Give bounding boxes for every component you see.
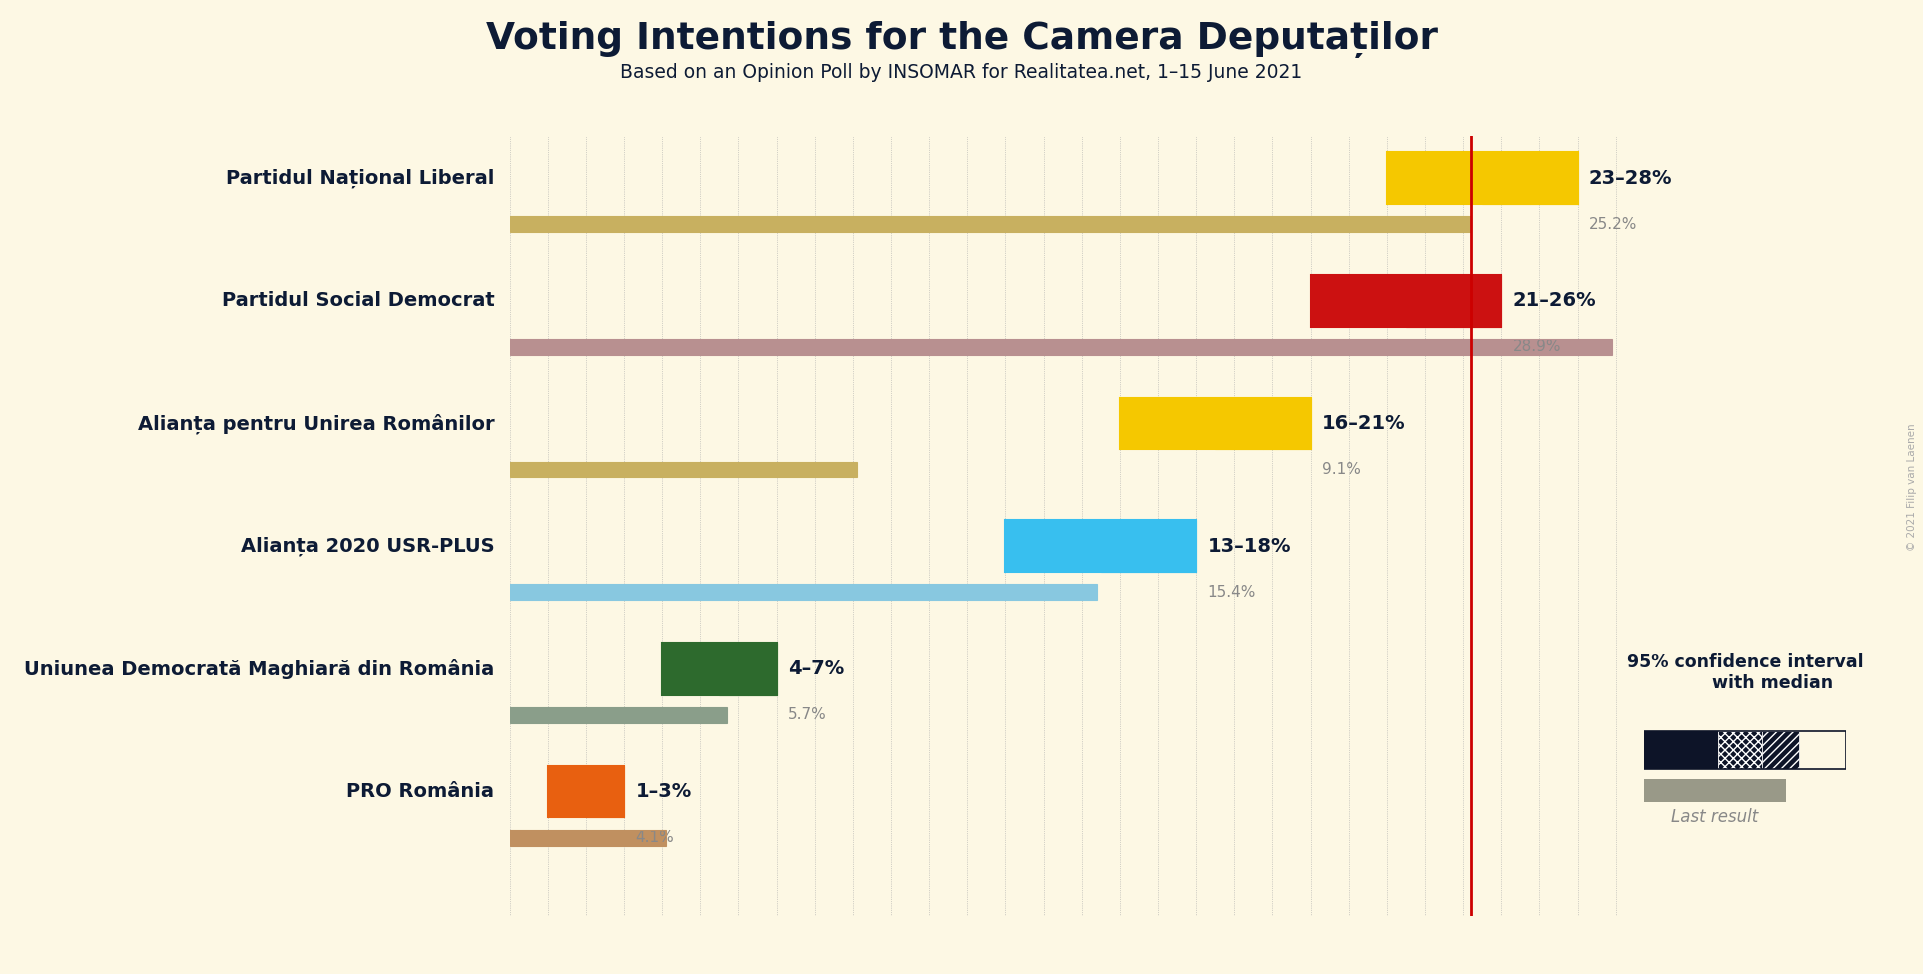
Text: 95% confidence interval
         with median: 95% confidence interval with median [1627,653,1863,692]
Bar [1311,275,1502,326]
Bar [1406,275,1454,326]
Bar [510,584,1096,600]
Text: Partidul Social Democrat: Partidul Social Democrat [221,291,494,311]
Bar [1006,520,1100,572]
Bar [587,766,606,817]
Text: 25.2%: 25.2% [1588,216,1636,232]
Bar [510,830,665,845]
Bar [1644,730,1719,769]
Bar [662,643,719,694]
Text: 4.1%: 4.1% [635,830,675,845]
Text: 4–7%: 4–7% [788,659,844,679]
Text: PRO România: PRO România [346,782,494,802]
Bar [1644,730,1846,769]
Bar [510,216,1471,232]
Text: Voting Intentions for the Camera Deputaților: Voting Intentions for the Camera Deputaț… [485,21,1438,58]
Bar [510,584,1096,600]
Bar [1761,730,1800,769]
Text: Last result: Last result [1671,808,1758,826]
Bar [1100,520,1148,572]
Bar [1483,152,1531,204]
Text: 15.4%: 15.4% [1208,584,1256,600]
Bar [510,830,665,845]
Text: 21–26%: 21–26% [1513,291,1596,311]
Bar [1215,397,1263,449]
Bar [1531,152,1577,204]
Bar [510,707,727,723]
Text: Uniunea Democrată Maghiară din România: Uniunea Democrată Maghiară din România [25,659,494,679]
Bar [1119,397,1215,449]
Text: 16–21%: 16–21% [1321,414,1406,433]
Bar [1644,778,1786,803]
Text: Based on an Opinion Poll by INSOMAR for Realitatea.net, 1–15 June 2021: Based on an Opinion Poll by INSOMAR for … [621,63,1302,83]
Text: 9.1%: 9.1% [1321,462,1361,477]
Text: 5.7%: 5.7% [788,707,827,723]
Text: 28.9%: 28.9% [1513,339,1561,355]
Bar [606,766,625,817]
Text: Alianța 2020 USR-PLUS: Alianța 2020 USR-PLUS [240,537,494,556]
Text: 13–18%: 13–18% [1208,537,1290,556]
Text: Alianța pentru Unirea Românilor: Alianța pentru Unirea Românilor [138,413,494,433]
Bar [748,643,777,694]
Bar [510,462,856,477]
Bar [1119,397,1311,449]
Bar [548,766,625,817]
Bar [1719,730,1761,769]
Bar [1386,152,1483,204]
Bar [662,643,777,694]
Bar [1311,275,1406,326]
Bar [510,216,1471,232]
Text: 1–3%: 1–3% [635,782,692,802]
Text: Partidul Național Liberal: Partidul Național Liberal [227,169,494,188]
Bar [1006,520,1196,572]
Bar [1454,275,1502,326]
Bar [510,462,856,477]
Bar [719,643,748,694]
Bar [1386,152,1577,204]
Bar [510,339,1611,355]
Bar [510,707,727,723]
Text: © 2021 Filip van Laenen: © 2021 Filip van Laenen [1908,423,1917,551]
Bar [548,766,587,817]
Bar [510,339,1611,355]
Bar [1263,397,1311,449]
Text: 23–28%: 23–28% [1588,169,1673,188]
Bar [1148,520,1196,572]
